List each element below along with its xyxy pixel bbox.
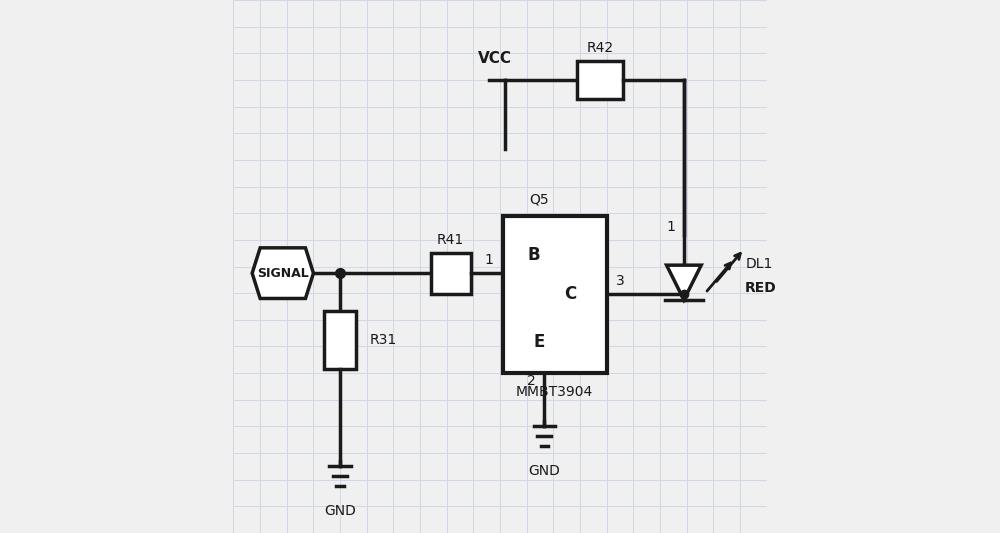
Polygon shape — [667, 265, 701, 300]
Text: 2: 2 — [527, 374, 535, 388]
Bar — [577, 61, 623, 99]
Text: SIGNAL: SIGNAL — [257, 266, 309, 280]
Text: B: B — [528, 246, 540, 264]
Text: MMBT3904: MMBT3904 — [516, 385, 593, 399]
Text: GND: GND — [324, 504, 356, 518]
Text: GND: GND — [528, 464, 560, 478]
Text: C: C — [564, 286, 576, 303]
Text: DL1: DL1 — [745, 257, 773, 271]
Text: 1: 1 — [485, 253, 494, 267]
Text: Q5: Q5 — [529, 193, 549, 207]
Text: RED: RED — [745, 281, 777, 295]
Bar — [503, 216, 607, 373]
Bar — [324, 311, 356, 369]
Text: 3: 3 — [616, 274, 624, 288]
Text: VCC: VCC — [478, 51, 512, 66]
Text: R31: R31 — [369, 333, 397, 347]
Text: R42: R42 — [586, 41, 614, 55]
Bar — [431, 253, 471, 294]
Text: E: E — [533, 333, 545, 351]
Polygon shape — [252, 248, 313, 298]
Text: 1: 1 — [666, 220, 675, 233]
Text: R41: R41 — [437, 233, 464, 247]
